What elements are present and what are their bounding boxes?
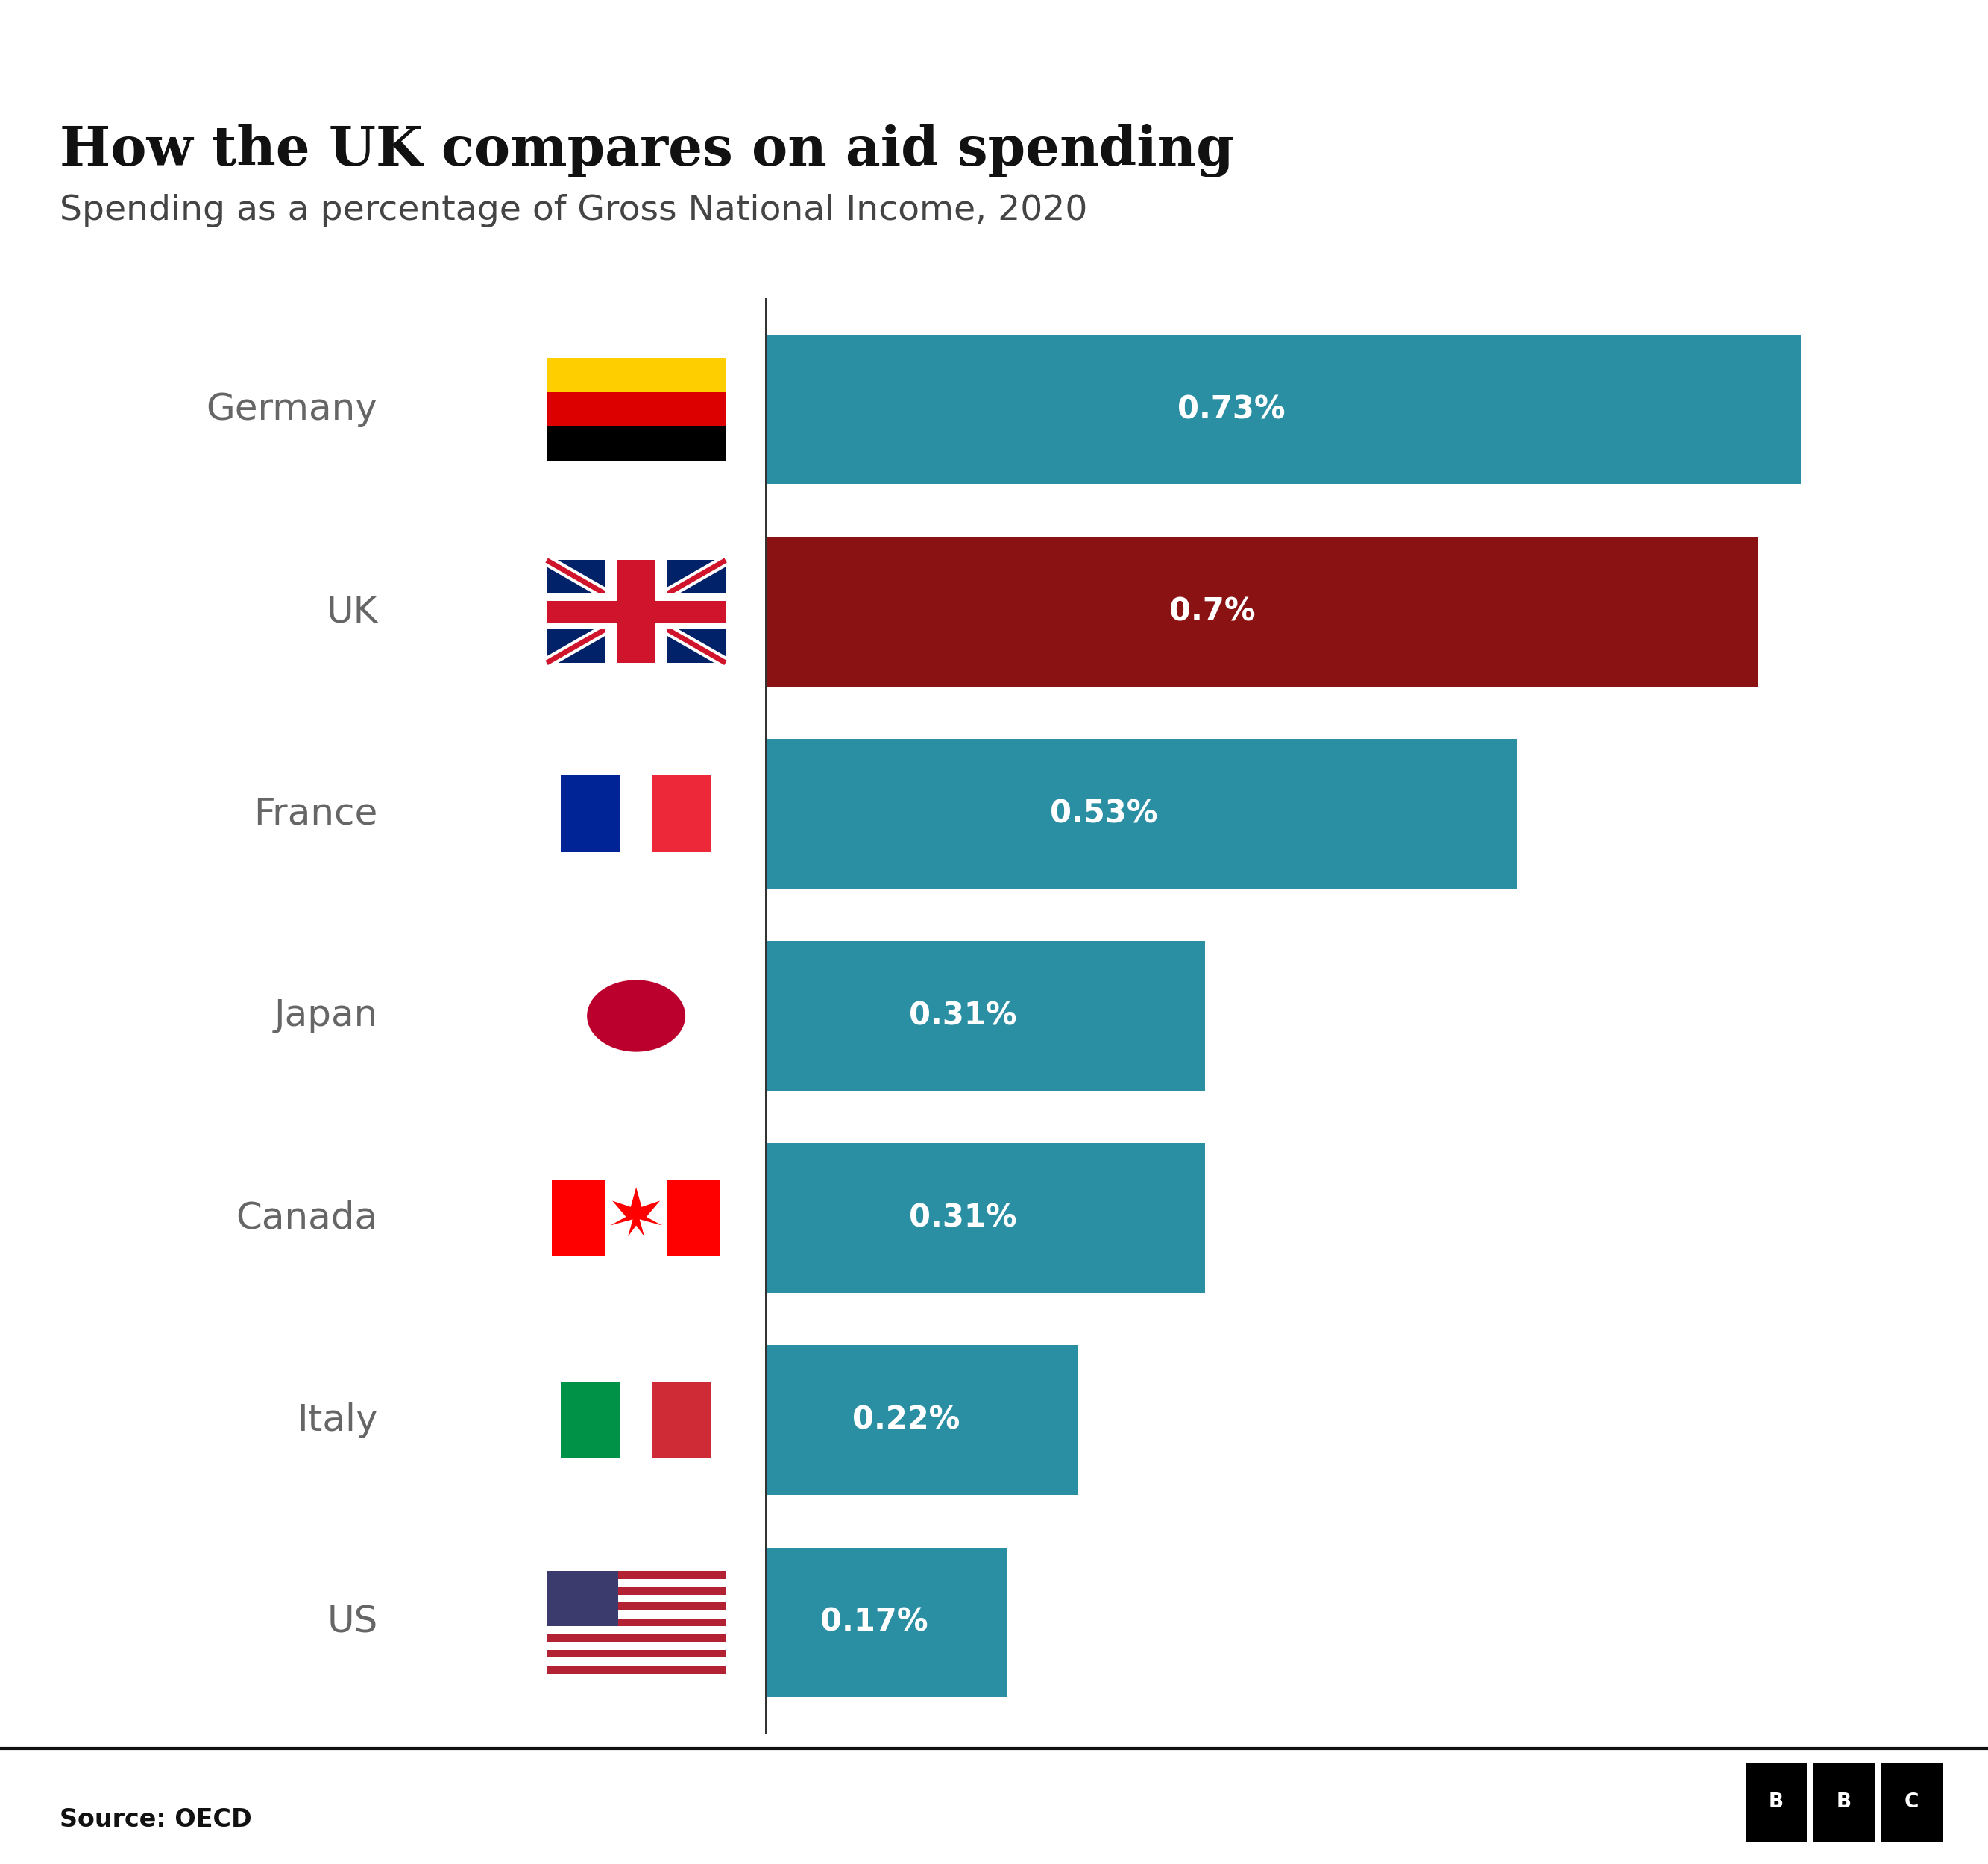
Bar	[765, 1547, 1006, 1696]
Text: 0.7%: 0.7%	[1169, 596, 1254, 626]
Text: C: C	[1905, 1793, 1918, 1812]
Text: 0.31%: 0.31%	[909, 1001, 1018, 1031]
Bar	[765, 738, 1517, 889]
Text: UK: UK	[326, 593, 378, 630]
Text: US: US	[326, 1605, 378, 1640]
Text: 0.53%: 0.53%	[1050, 798, 1157, 829]
Text: Spending as a percentage of Gross National Income, 2020: Spending as a percentage of Gross Nation…	[60, 194, 1087, 227]
Bar	[765, 1346, 1077, 1495]
Text: Source: OECD: Source: OECD	[60, 1808, 252, 1832]
Text: 0.73%: 0.73%	[1177, 393, 1284, 425]
Text: 0.22%: 0.22%	[853, 1405, 960, 1435]
Bar	[765, 941, 1205, 1090]
Text: 0.31%: 0.31%	[909, 1202, 1018, 1234]
Text: How the UK compares on aid spending: How the UK compares on aid spending	[60, 123, 1235, 177]
Text: France: France	[254, 796, 378, 831]
Bar	[765, 537, 1757, 686]
Text: Italy: Italy	[296, 1402, 378, 1439]
Text: Germany: Germany	[207, 391, 378, 427]
Text: Canada: Canada	[237, 1200, 378, 1236]
Text: 0.17%: 0.17%	[819, 1607, 928, 1638]
Text: B: B	[1769, 1793, 1783, 1812]
Bar	[765, 336, 1801, 485]
Bar	[765, 1143, 1205, 1294]
Text: Japan: Japan	[274, 997, 378, 1035]
Text: B: B	[1837, 1793, 1851, 1812]
